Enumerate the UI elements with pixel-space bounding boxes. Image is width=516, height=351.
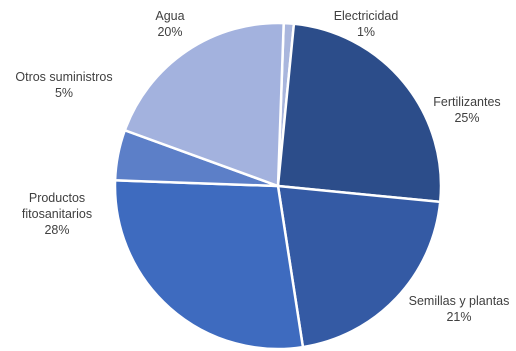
pie-slice-fertilizantes — [276, 22, 443, 204]
pie-slice-agua — [123, 21, 285, 188]
data-label-fertilizantes: Fertilizantes 25% — [433, 95, 500, 125]
pie-labels: Electricidad 1% Fertilizantes 25% Semillas y… — [15, 9, 509, 324]
data-label-productos-fitosanitarios: Productos fitosanitarios 28% — [22, 191, 92, 237]
data-label-semillas-y-plantas: Semillas y plantas 21% — [409, 294, 510, 324]
pie-slice-semillas-y-plantas — [276, 184, 442, 349]
data-label-electricidad: Electricidad 1% — [334, 9, 399, 39]
pie-slices — [113, 21, 443, 351]
pie-slice-productos-fitosanitarios — [113, 179, 305, 351]
data-label-agua: Agua 20% — [155, 9, 184, 39]
data-label-otros-suministros: Otros suministros 5% — [15, 70, 112, 100]
